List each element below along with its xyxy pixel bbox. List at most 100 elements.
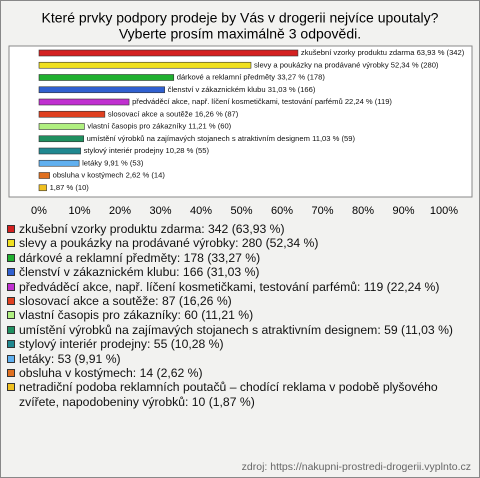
category-label: dárkové a reklamní předměty <box>177 73 276 82</box>
value-label: 22,24 % (119) <box>345 97 393 106</box>
x-tick-label: 90% <box>392 205 414 217</box>
bar <box>38 147 81 155</box>
bar-label: členství v zákaznickém klubu 31,03 % (16… <box>168 85 316 94</box>
value-label: 16,26 % (87) <box>195 109 239 118</box>
bar <box>38 135 84 143</box>
legend-swatch <box>7 282 15 291</box>
legend-label: obsluha v kostýmech: 14 (2,62 %) <box>19 366 203 381</box>
legend-swatch <box>7 383 15 392</box>
legend-item: slosovací akce a soutěže: 87 (16,26 %) <box>7 294 469 308</box>
legend-swatch <box>7 354 15 363</box>
x-tick-label: 60% <box>271 205 293 217</box>
bar <box>38 74 175 81</box>
legend-label: předváděcí akce, např. líčení kosmetička… <box>19 279 440 294</box>
chart: Které prvky podpory prodeje by Vás v dro… <box>8 10 473 217</box>
category-label: předváděcí akce, např. líčení kosmetička… <box>132 97 343 106</box>
bar <box>38 172 50 179</box>
bar <box>38 49 299 57</box>
bar <box>38 123 85 130</box>
value-label: 1,87 % (10) <box>50 183 90 192</box>
bar-label: 1,87 % (10) <box>50 183 90 192</box>
category-label: zkušební vzorky produktu zdarma <box>301 48 415 57</box>
value-label: 11,21 % (60) <box>188 122 231 131</box>
value-label: 9,91 % (53) <box>104 158 144 167</box>
legend-label: dárkové a reklamní předměty: 178 (33,27 … <box>19 250 261 265</box>
legend-swatch <box>7 225 15 233</box>
legend-label: netradiční podoba reklamních poutačů – c… <box>19 380 438 409</box>
bar-label: slosovací akce a soutěže 16,26 % (87) <box>108 109 239 118</box>
bar <box>38 184 47 192</box>
bar <box>38 159 80 167</box>
source: zdroj: https://nakupni-prostredi-drogeri… <box>241 461 471 473</box>
legend-label: slosovací akce a soutěže: 87 (16,26 %) <box>19 294 232 309</box>
bar-label: umístění výrobků na zajímavých stojanech… <box>87 134 356 143</box>
category-label: slevy a poukázky na prodávané výrobky <box>254 60 389 69</box>
legend-swatch <box>7 325 15 334</box>
bar-label: předváděcí akce, např. líčení kosmetička… <box>132 97 392 106</box>
legend-swatch <box>7 239 15 248</box>
chart-subtitle: Vyberte prosím maximálně 3 odpovědi. <box>119 26 361 42</box>
value-label: 11,03 % (59) <box>312 134 355 143</box>
value-label: 2,62 % (14) <box>126 171 166 180</box>
x-tick-label: 80% <box>352 205 374 217</box>
legend-item: obsluha v kostýmech: 14 (2,62 %) <box>7 366 469 380</box>
x-tick-label: 100% <box>430 205 458 217</box>
legend-swatch <box>7 268 15 277</box>
bar-label: zkušební vzorky produktu zdarma 63,93 % … <box>301 48 465 57</box>
legend-swatch <box>7 311 15 320</box>
bar <box>38 98 130 106</box>
x-tick-label: 70% <box>311 205 333 217</box>
value-label: 52,34 % (280) <box>391 60 439 69</box>
value-label: 31,03 % (166) <box>268 85 316 94</box>
legend-label: vlastní časopis pro zákazníky: 60 (11,21… <box>19 308 254 323</box>
bar <box>38 110 106 118</box>
legend-item: umístění výrobků na zajímavých stojanech… <box>7 323 469 337</box>
bar-label: letáky 9,91 % (53) <box>82 158 144 167</box>
legend-item: dárkové a reklamní předměty: 178 (33,27 … <box>7 251 469 265</box>
bar-label: slevy a poukázky na prodávané výrobky 52… <box>254 60 439 69</box>
bar <box>38 86 165 94</box>
bar-label: stylový interiér prodejny 10,28 % (55) <box>84 146 210 155</box>
category-label: letáky <box>82 158 102 167</box>
legend-item: zkušební vzorky produktu zdarma: 342 (63… <box>7 222 469 236</box>
bar-label: vlastní časopis pro zákazníky 11,21 % (6… <box>87 122 231 131</box>
plot-frame <box>8 45 473 198</box>
legend-swatch <box>7 297 15 306</box>
legend: zkušební vzorky produktu zdarma: 342 (63… <box>7 222 469 409</box>
legend-item: stylový interiér prodejny: 55 (10,28 %) <box>7 337 469 351</box>
value-label: 10,28 % (55) <box>166 146 210 155</box>
legend-item: netradiční podoba reklamních poutačů – c… <box>7 380 469 409</box>
legend-item: letáky: 53 (9,91 %) <box>7 352 469 366</box>
legend-item: předváděcí akce, např. líčení kosmetička… <box>7 280 469 294</box>
legend-swatch <box>7 369 15 378</box>
category-label: vlastní časopis pro zákazníky <box>87 122 186 131</box>
legend-label: členství v zákaznickém klubu: 166 (31,03… <box>19 265 260 280</box>
legend-swatch <box>7 253 15 262</box>
x-tick-label: 50% <box>230 205 252 217</box>
bar <box>38 61 252 69</box>
x-tick-label: 20% <box>109 205 131 217</box>
x-tick-label: 30% <box>149 205 171 217</box>
legend-label: zkušební vzorky produktu zdarma: 342 (63… <box>19 222 285 236</box>
category-label: umístění výrobků na zajímavých stojanech… <box>87 134 310 143</box>
x-tick-label: 0% <box>31 205 47 217</box>
bar-label: dárkové a reklamní předměty 33,27 % (178… <box>177 73 326 82</box>
legend-label: slevy a poukázky na prodávané výrobky: 2… <box>19 236 319 251</box>
x-tick-label: 40% <box>190 205 212 217</box>
bar-label: obsluha v kostýmech 2,62 % (14) <box>53 171 166 180</box>
x-tick-label: 10% <box>68 205 90 217</box>
legend-swatch <box>7 340 15 349</box>
category-label: stylový interiér prodejny <box>84 146 164 155</box>
legend-label: umístění výrobků na zajímavých stojanech… <box>19 322 453 337</box>
legend-label: stylový interiér prodejny: 55 (10,28 %) <box>19 337 224 352</box>
legend-item: členství v zákaznickém klubu: 166 (31,03… <box>7 265 469 279</box>
legend-item: slevy a poukázky na prodávané výrobky: 2… <box>7 236 469 250</box>
legend-item: vlastní časopis pro zákazníky: 60 (11,21… <box>7 308 469 322</box>
value-label: 33,27 % (178) <box>277 73 325 82</box>
category-label: slosovací akce a soutěže <box>108 109 193 118</box>
chart-title: Které prvky podpory prodeje by Vás v dro… <box>42 10 439 26</box>
category-label: členství v zákaznickém klubu <box>168 85 266 94</box>
value-label: 63,93 % (342) <box>417 48 465 57</box>
legend-label: letáky: 53 (9,91 %) <box>19 351 121 366</box>
